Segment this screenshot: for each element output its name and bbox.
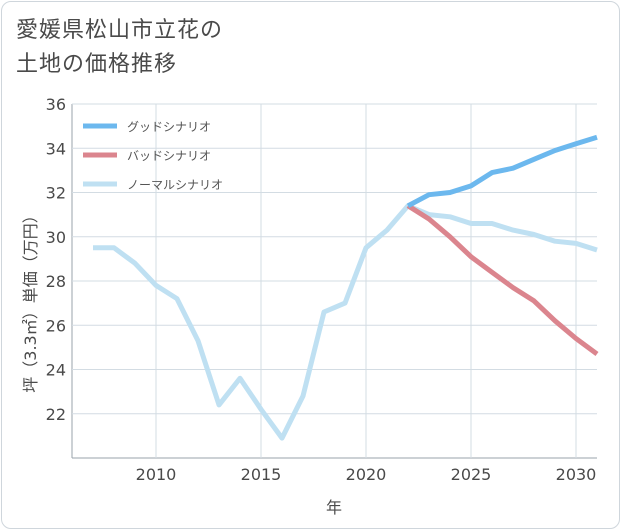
y-tick-label: 26 bbox=[46, 316, 66, 335]
series-line-2 bbox=[93, 203, 598, 441]
y-tick-label: 34 bbox=[46, 139, 66, 158]
x-tick-label: 2015 bbox=[241, 465, 282, 484]
series-lines bbox=[93, 134, 599, 441]
series-line-1 bbox=[406, 203, 599, 357]
legend-label-1: バッドシナリオ bbox=[127, 149, 211, 163]
x-tick-label: 2010 bbox=[136, 465, 177, 484]
y-tick-label: 22 bbox=[46, 405, 66, 424]
y-tick-label: 36 bbox=[46, 95, 66, 114]
chart-title: 愛媛県松山市立花の 土地の価格推移 bbox=[16, 14, 223, 82]
y-tick-label: 24 bbox=[46, 361, 66, 380]
chart-title-line-2: 土地の価格推移 bbox=[16, 52, 178, 77]
y-axis-label: 坪（3.3㎡）単価（万円） bbox=[21, 207, 40, 392]
x-tick-labels: 2010 2015 2020 2025 2030 bbox=[136, 465, 597, 484]
x-axis-label: 年 bbox=[326, 498, 342, 517]
x-tick-label: 2025 bbox=[451, 465, 492, 484]
y-tick-label: 30 bbox=[46, 228, 66, 247]
series-line-0 bbox=[406, 134, 598, 209]
x-tick-label: 2030 bbox=[556, 465, 597, 484]
grid-lines bbox=[71, 103, 597, 459]
chart-title-line-1: 愛媛県松山市立花の bbox=[16, 18, 224, 43]
y-tick-label: 32 bbox=[46, 184, 66, 203]
y-tick-labels: 22 24 26 28 30 32 34 36 bbox=[46, 95, 66, 424]
x-tick-label: 2020 bbox=[346, 465, 387, 484]
legend-label-2: ノーマルシナリオ bbox=[127, 178, 223, 192]
y-tick-label: 28 bbox=[46, 272, 66, 291]
legend-label-0: グッドシナリオ bbox=[127, 120, 211, 134]
